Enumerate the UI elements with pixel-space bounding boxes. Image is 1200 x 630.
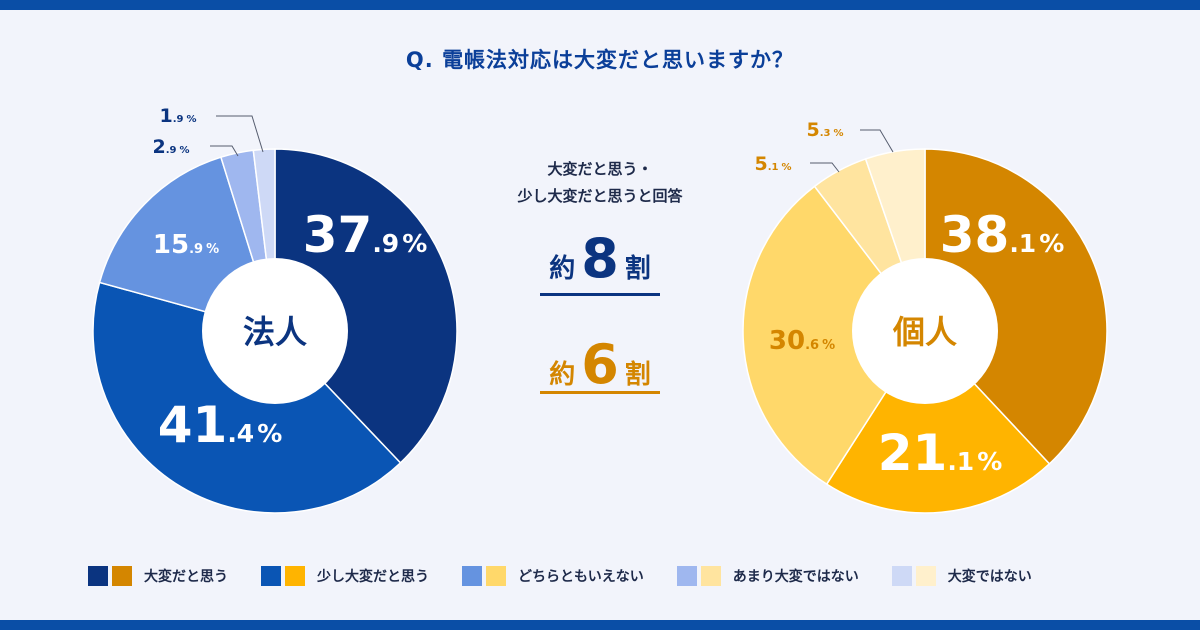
summary-corporate-value: 8 (581, 227, 619, 290)
donut-center-title: 法人 (243, 313, 307, 351)
summary-label-line2: 少し大変だと思うと回答 (517, 187, 683, 205)
legend-swatch-corporate (676, 566, 697, 586)
summary-corporate: 約 8 割 (500, 232, 700, 286)
legend-item: どちらともいえない (462, 566, 644, 586)
summary-individual-value: 6 (581, 333, 619, 396)
data-label: 21.1% (878, 424, 1003, 482)
donut-hole (202, 258, 348, 404)
legend-label: 少し大変だと思う (317, 569, 429, 585)
pie-slice (924, 148, 1108, 465)
donut-chart: 個人 38.1 % 21.1 % 30.6 % 5.1 % 5.3% (742, 119, 1108, 514)
summary-individual-suffix: 割 (624, 360, 651, 390)
leader-line (216, 115, 264, 153)
legend-swatch-individual (700, 566, 721, 586)
data-label: 5.3% (806, 119, 843, 141)
data-label: 1.9% (159, 105, 196, 127)
bottom-bar (0, 620, 1200, 630)
data-label: 30.6% (769, 326, 835, 356)
legend-swatch-corporate (88, 566, 108, 586)
legend-label: 大変だと思う (144, 569, 228, 585)
legend-swatch-corporate (462, 566, 482, 586)
pie-slice (825, 329, 1051, 514)
data-label: 38.1% (940, 206, 1065, 264)
legend-item: 少し大変だと思う (261, 566, 429, 586)
legend-swatch-corporate (261, 566, 281, 586)
donut-chart: 法人 37.9 % 41.4 % 15.9 % 2.9 % 1.9% (92, 105, 458, 514)
legend-item: 大変だと思う (88, 566, 228, 586)
summary-corporate-underline (540, 293, 660, 296)
legend-swatch-individual (486, 566, 506, 586)
summary-individual-underline (540, 391, 660, 394)
legend-item: あまり大変ではない (676, 566, 859, 586)
legend: 大変だと思う 少し大変だと思う どちらともいえない あまり大変ではない 大変では… (88, 566, 1032, 586)
legend-swatch-individual (112, 566, 132, 586)
summary-corporate-prefix: 約 (549, 254, 576, 284)
legend-swatch-individual (915, 566, 936, 586)
legend-label: どちらともいえない (518, 569, 644, 585)
data-label: 15.9% (153, 230, 219, 260)
data-label: 37.9% (303, 206, 428, 264)
summary-individual: 約 6 割 (500, 338, 700, 392)
data-label: 41.4% (158, 396, 283, 454)
summary-individual-prefix: 約 (549, 360, 576, 390)
pie-slice (274, 148, 458, 464)
leader-line (210, 145, 239, 157)
pie-slice (742, 185, 926, 486)
donut-hole (852, 258, 998, 404)
legend-label: あまり大変ではない (732, 569, 859, 585)
data-label: 5.1% (754, 153, 791, 175)
page-title: Q. 電帳法対応は大変だと思いますか？ (405, 48, 795, 72)
legend-swatch-individual (285, 566, 305, 586)
summary-corporate-suffix: 割 (624, 254, 651, 284)
data-label: 2.9% (152, 136, 189, 158)
legend-label: 大変ではない (947, 569, 1032, 585)
summary-label: 大変だと思う・ 少し大変だと思うと回答 (500, 156, 700, 210)
donut-center-title: 個人 (892, 313, 957, 351)
legend-item: 大変ではない (891, 566, 1032, 586)
summary-label-line1: 大変だと思う・ (547, 160, 653, 178)
leader-line (860, 129, 894, 153)
top-bar (0, 0, 1200, 10)
leader-line (810, 162, 840, 173)
legend-swatch-corporate (891, 566, 912, 586)
